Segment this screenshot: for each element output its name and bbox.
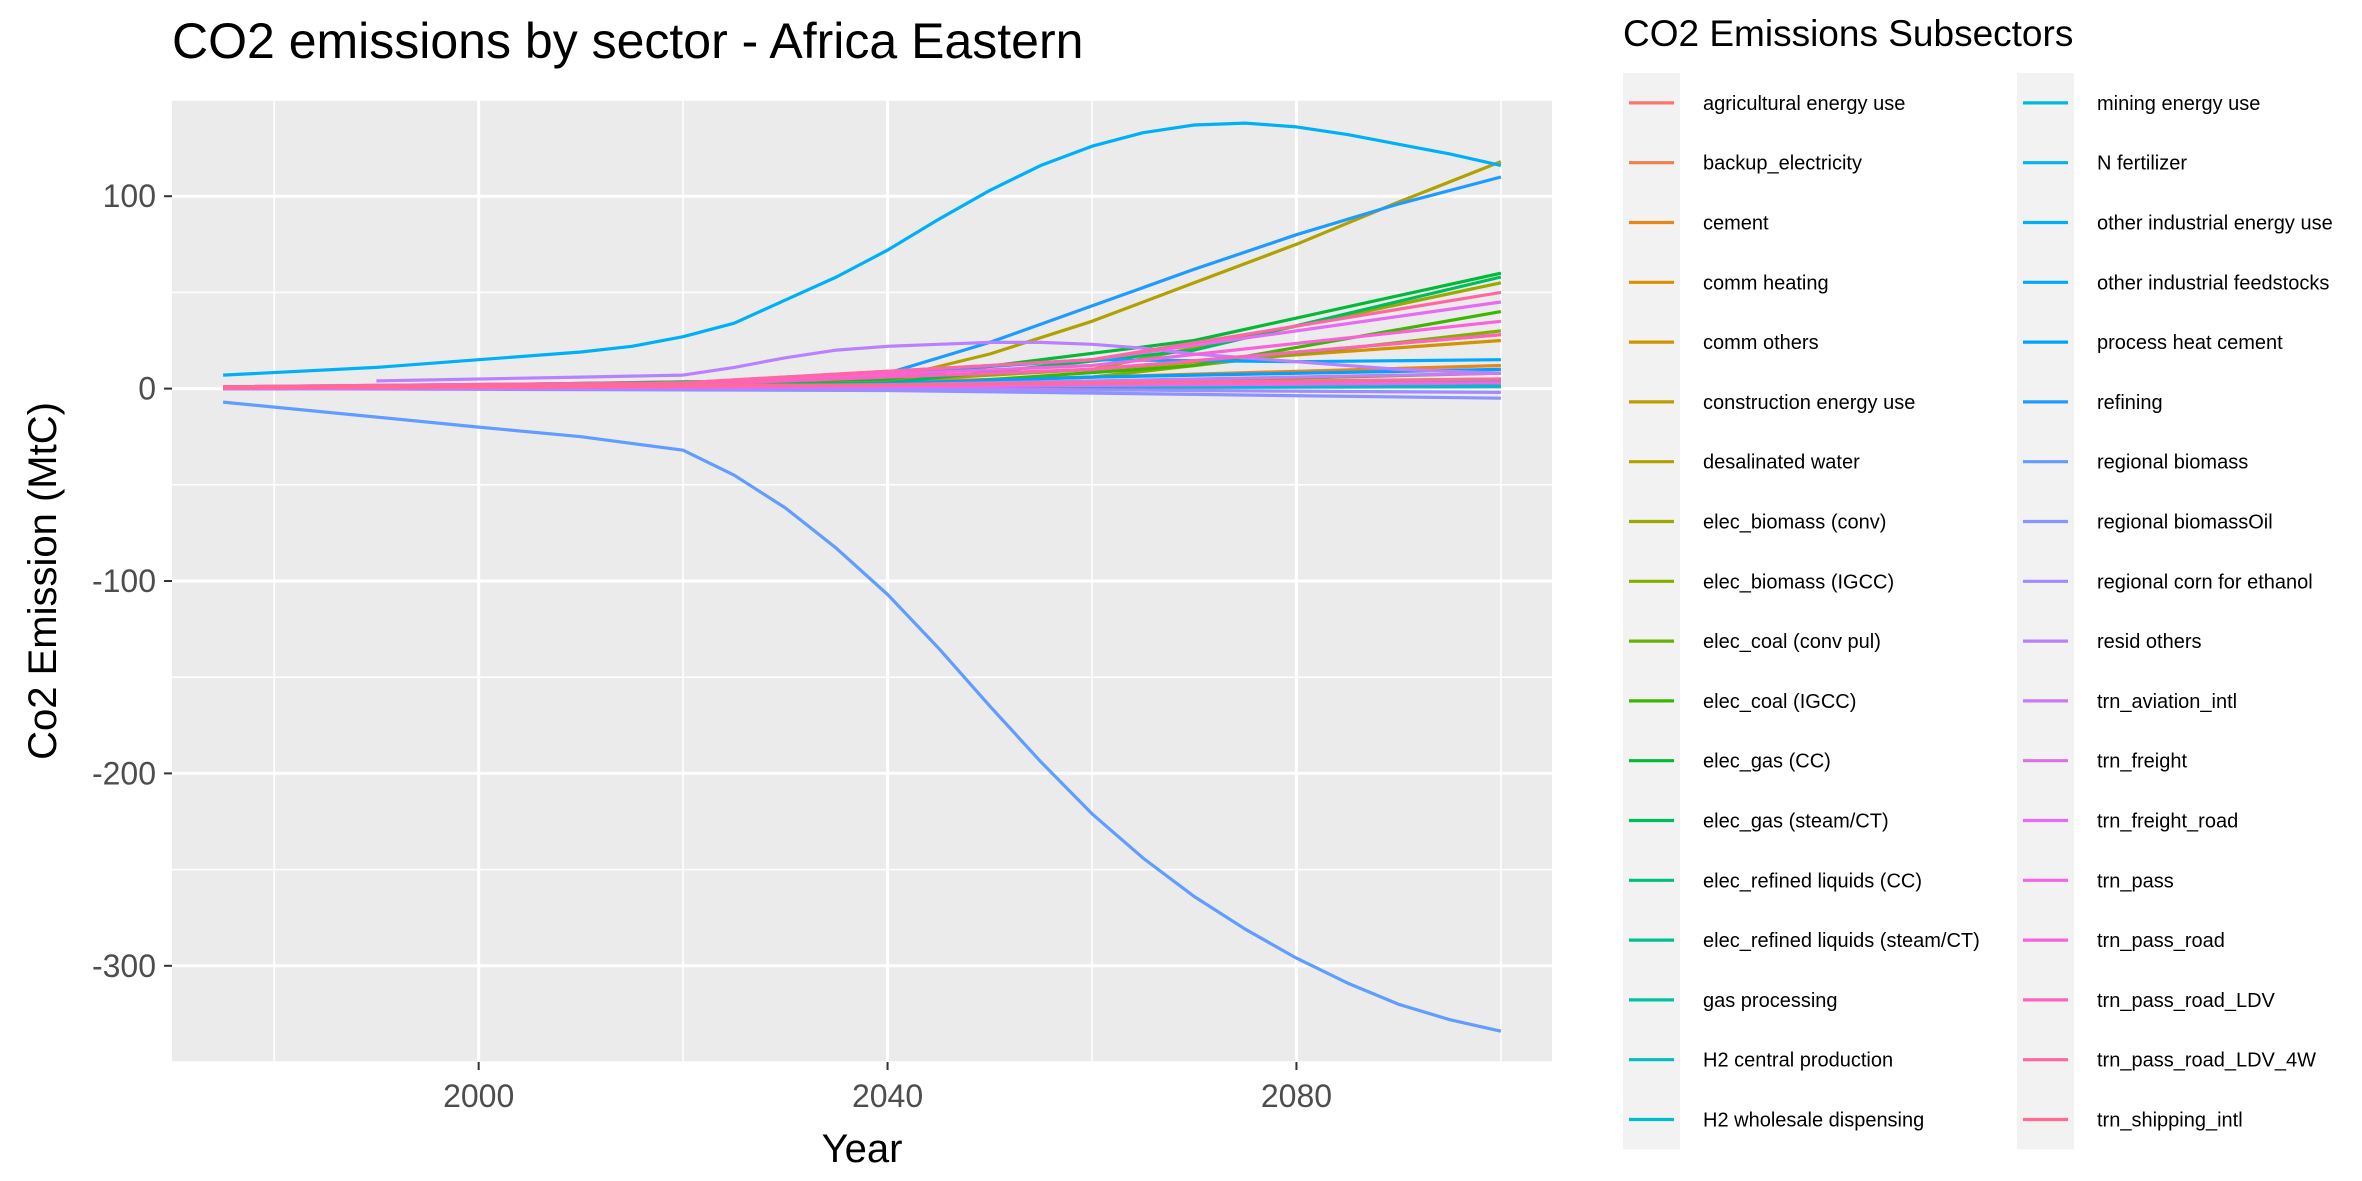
legend-label: other industrial feedstocks [2097, 272, 2329, 294]
legend-label: process heat cement [2097, 332, 2283, 354]
legend-title: CO2 Emissions Subsectors [1623, 13, 2073, 54]
grid-major [172, 100, 1552, 1062]
legend-label: comm others [1703, 332, 1819, 354]
legend-label: trn_aviation_intl [2097, 691, 2237, 713]
legend-label: gas processing [1703, 990, 1838, 1012]
x-tick-label: 2040 [852, 1078, 923, 1114]
legend-label: regional biomassOil [2097, 512, 2273, 534]
legend-label: elec_biomass (conv) [1703, 512, 1886, 534]
y-tick-label: 100 [103, 178, 156, 214]
x-tick-label: 2000 [443, 1078, 514, 1114]
legend-label: mining energy use [2097, 93, 2260, 115]
legend-label: elec_coal (conv pul) [1703, 631, 1881, 653]
x-tick-label: 2080 [1261, 1078, 1332, 1114]
legend-label: agricultural energy use [1703, 93, 1905, 115]
legend-label: refining [2097, 392, 2163, 414]
legend-key-background [1623, 73, 1680, 1150]
legend-label: elec_gas (steam/CT) [1703, 811, 1889, 833]
legend-label: trn_pass [2097, 870, 2174, 892]
legend-key-background [2017, 73, 2074, 1150]
legend-label: N fertilizer [2097, 153, 2187, 175]
legend-label: H2 wholesale dispensing [1703, 1110, 1924, 1132]
legend-label: elec_gas (CC) [1703, 751, 1831, 773]
legend-label: desalinated water [1703, 452, 1860, 474]
y-tick-label: -100 [92, 563, 156, 599]
legend-label: trn_shipping_intl [2097, 1110, 2243, 1132]
legend-label: construction energy use [1703, 392, 1915, 414]
x-axis-label: Year [822, 1127, 903, 1171]
y-tick-label: -200 [92, 755, 156, 791]
legend-label: H2 central production [1703, 1050, 1893, 1072]
legend-label: backup_electricity [1703, 153, 1862, 175]
legend-label: other industrial energy use [2097, 213, 2333, 235]
legend-label: elec_coal (IGCC) [1703, 691, 1856, 713]
series-line-regional-biomass [222, 400, 1502, 1033]
legend-label: comm heating [1703, 272, 1829, 294]
x-axis-ticks: 2000 2040 2080 [443, 1062, 1332, 1114]
series-layer [222, 121, 1502, 1033]
legend-label: elec_refined liquids (steam/CT) [1703, 930, 1980, 952]
legend-label: trn_pass_road_LDV [2097, 990, 2276, 1012]
chart-title: CO2 emissions by sector - Africa Eastern [172, 13, 1083, 69]
legend-label: regional corn for ethanol [2097, 571, 2313, 593]
legend-label: trn_freight_road [2097, 811, 2238, 833]
y-tick-label: -300 [92, 948, 156, 984]
y-axis-label: Co2 Emission (MtC) [21, 402, 65, 760]
legend-label: elec_biomass (IGCC) [1703, 571, 1894, 593]
legend-label: trn_freight [2097, 751, 2187, 773]
series-line-other-industrial-energy-use [223, 121, 1502, 377]
legend: agricultural energy use backup_electricit… [1623, 73, 2333, 1150]
legend-label: trn_pass_road_LDV_4W [2097, 1050, 2316, 1072]
legend-label: regional biomass [2097, 452, 2248, 474]
legend-label: trn_pass_road [2097, 930, 2225, 952]
legend-label: resid others [2097, 631, 2202, 653]
y-tick-label: 0 [138, 371, 156, 407]
legend-label: elec_refined liquids (CC) [1703, 870, 1922, 892]
y-axis-ticks: -300 -200 -100 0 100 [92, 178, 172, 984]
series-line-trn-shipping-intl [223, 377, 1501, 390]
legend-label: cement [1703, 213, 1769, 235]
series-line-trn-pass-road-ldv-4w [223, 290, 1502, 389]
